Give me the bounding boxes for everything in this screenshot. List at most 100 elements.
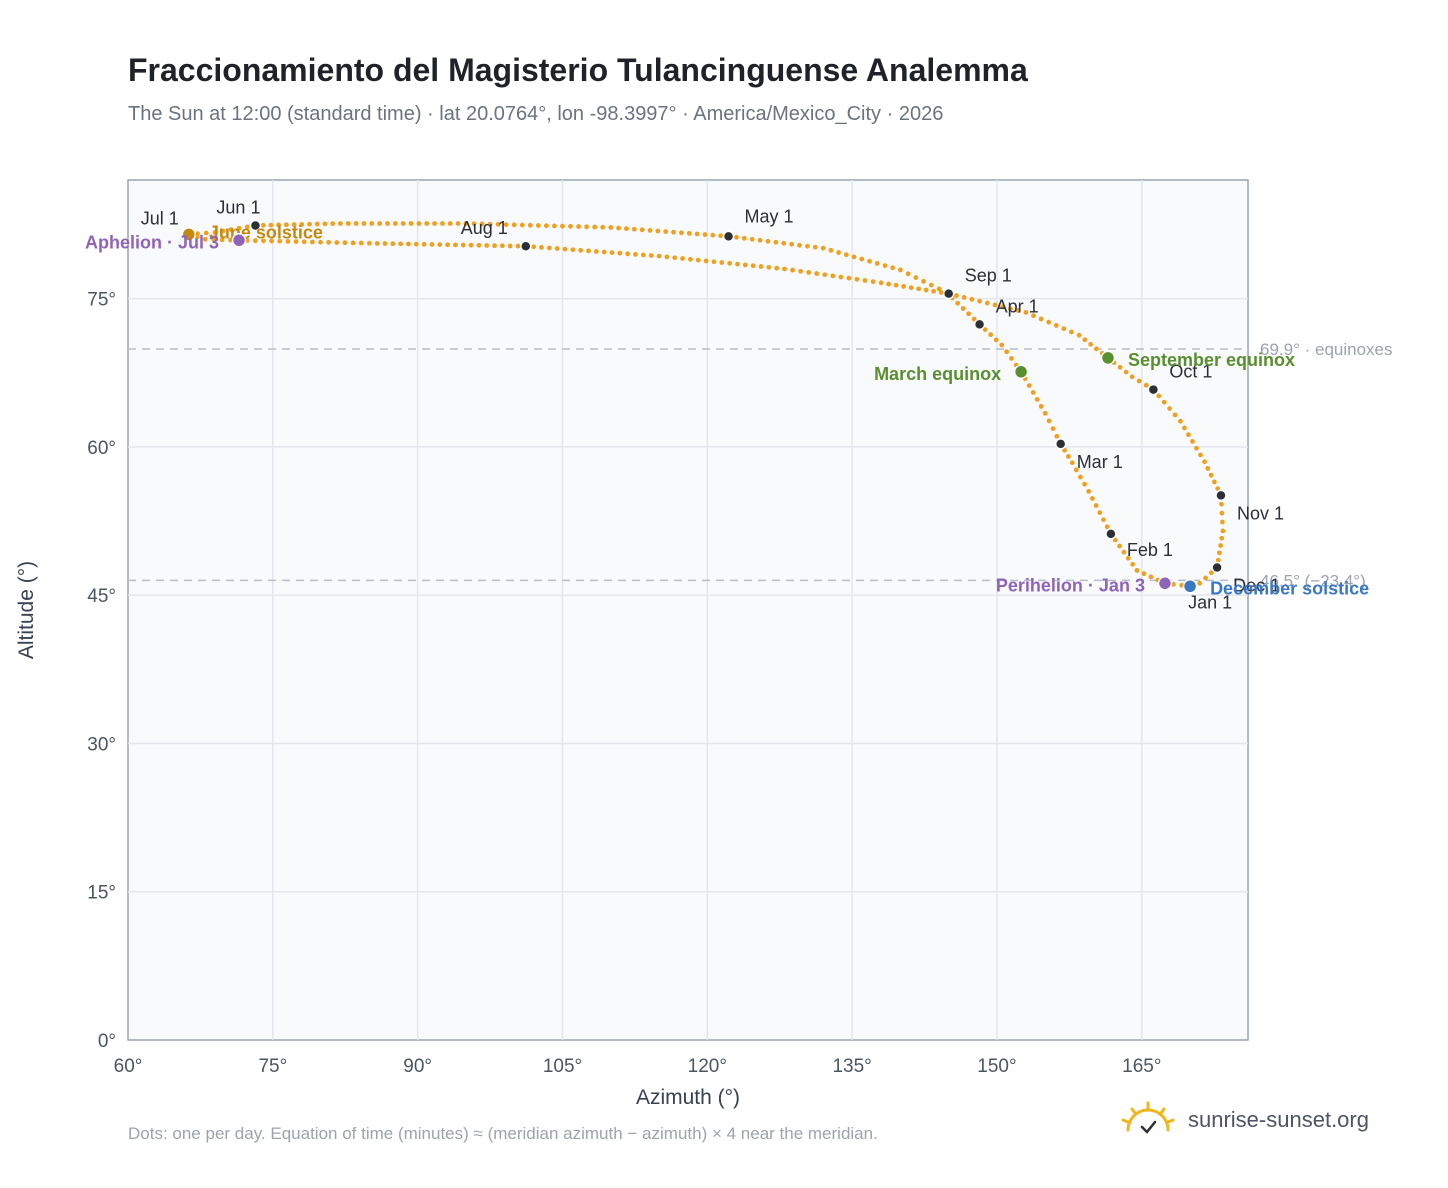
daily-sun-dot bbox=[309, 239, 315, 245]
daily-sun-dot bbox=[592, 224, 598, 230]
daily-sun-dot bbox=[453, 242, 458, 248]
daily-sun-dot bbox=[1082, 481, 1087, 487]
daily-sun-dot bbox=[318, 239, 323, 245]
daily-sun-dot bbox=[299, 221, 305, 227]
daily-sun-dot bbox=[1186, 432, 1191, 438]
chart-subtitle: The Sun at 12:00 (standard time) · lat 2… bbox=[128, 103, 944, 125]
sunrise-logo-icon bbox=[1121, 1101, 1175, 1134]
daily-sun-dot bbox=[236, 225, 242, 231]
daily-sun-dot bbox=[741, 235, 747, 241]
daily-sun-dot bbox=[993, 337, 999, 343]
daily-sun-dot bbox=[1031, 313, 1036, 319]
x-tick-label: 75° bbox=[258, 1056, 287, 1077]
daily-sun-dot bbox=[798, 268, 804, 274]
month-label: Nov 1 bbox=[1237, 503, 1284, 523]
daily-sun-dot bbox=[1094, 346, 1099, 352]
daily-sun-dot bbox=[503, 222, 509, 227]
daily-sun-dot bbox=[961, 295, 967, 300]
daily-sun-dot bbox=[1054, 433, 1060, 439]
daily-sun-dot bbox=[633, 251, 638, 257]
daily-sun-dot bbox=[1156, 393, 1162, 399]
daily-sun-dot bbox=[908, 285, 914, 291]
x-tick-label: 165° bbox=[1122, 1056, 1161, 1077]
daily-sun-dot bbox=[468, 242, 474, 248]
daily-sun-dot bbox=[655, 228, 661, 234]
daily-sun-dot bbox=[1215, 486, 1221, 492]
month-label: Sep 1 bbox=[965, 266, 1012, 286]
daily-sun-dot bbox=[479, 221, 485, 227]
daily-sun-dot bbox=[966, 311, 972, 317]
daily-sun-dot bbox=[921, 278, 926, 284]
daily-sun-dot bbox=[519, 222, 525, 228]
daily-sun-dot bbox=[382, 241, 388, 246]
daily-sun-dot bbox=[1046, 418, 1052, 424]
daily-sun-dot bbox=[484, 243, 490, 248]
daily-sun-dot bbox=[955, 300, 961, 306]
daily-sun-dot bbox=[406, 241, 411, 247]
month-marker bbox=[1215, 489, 1227, 502]
daily-sun-dot bbox=[1194, 445, 1199, 451]
x-tick-label: 120° bbox=[688, 1056, 727, 1077]
event-label: Aphelion · Jul 3 bbox=[85, 232, 219, 252]
reference-lines: 69.9° · equinoxes 46.5° (−23.4°) bbox=[128, 340, 1393, 590]
daily-sun-dot bbox=[576, 224, 581, 229]
daily-sun-dot bbox=[495, 221, 501, 227]
daily-sun-dot bbox=[546, 245, 552, 251]
daily-sun-dot bbox=[276, 222, 282, 228]
y-tick-label: 60° bbox=[87, 438, 116, 459]
daily-sun-dot bbox=[342, 240, 348, 246]
daily-sun-dot bbox=[671, 229, 676, 235]
daily-sun-dot bbox=[261, 238, 266, 244]
daily-sun-dot bbox=[938, 290, 944, 295]
daily-sun-dot bbox=[424, 221, 430, 226]
month-label: Jul 1 bbox=[141, 208, 179, 228]
daily-sun-dot bbox=[353, 221, 359, 226]
daily-sun-dot bbox=[390, 241, 396, 247]
month-marker bbox=[942, 287, 955, 300]
daily-sun-dot bbox=[416, 221, 422, 226]
month-label: Aug 1 bbox=[461, 218, 508, 238]
daily-sun-dot bbox=[1143, 382, 1149, 388]
daily-sun-dot bbox=[244, 224, 250, 230]
grid bbox=[128, 180, 1248, 1040]
daily-sun-dot bbox=[326, 239, 332, 245]
month-marker bbox=[249, 219, 262, 232]
daily-sun-dot bbox=[822, 272, 828, 278]
daily-sun-dot bbox=[851, 254, 857, 260]
daily-sun-dot bbox=[447, 221, 453, 226]
daily-sun-dot bbox=[219, 237, 225, 243]
daily-sun-dot bbox=[625, 251, 631, 257]
daily-sun-dot bbox=[1161, 399, 1167, 405]
chart-title: Fraccionamiento del Magisterio Tulancing… bbox=[128, 52, 1028, 88]
daily-sun-dot bbox=[609, 250, 615, 256]
event-label: March equinox bbox=[874, 364, 1001, 384]
daily-sun-dot bbox=[293, 239, 299, 244]
reference-line-label: 46.5° (−23.4°) bbox=[1260, 571, 1366, 590]
daily-sun-dot bbox=[1215, 557, 1221, 563]
daily-sun-dot bbox=[781, 240, 787, 246]
footnote: Dots: one per day. Equation of time (min… bbox=[128, 1124, 878, 1143]
daily-sun-dot bbox=[898, 267, 903, 273]
daily-sun-dot bbox=[928, 282, 934, 288]
daily-sun-dot bbox=[398, 241, 404, 247]
daily-sun-dot bbox=[543, 223, 549, 229]
daily-sun-dot bbox=[639, 227, 645, 233]
daily-sun-dot bbox=[988, 332, 994, 338]
daily-sun-dot bbox=[334, 240, 340, 245]
daily-sun-dot bbox=[1078, 474, 1083, 480]
daily-sun-dot bbox=[679, 230, 684, 236]
daily-sun-dot bbox=[515, 243, 521, 249]
daily-sun-dot bbox=[836, 250, 842, 255]
daily-sun-dot bbox=[260, 222, 266, 228]
markers: Jan 1 Feb 1 Mar 1 Apr 1 May 1 Jun 1 Jul 1 Aug 1… bbox=[85, 197, 1369, 612]
daily-sun-dot bbox=[1205, 466, 1211, 471]
daily-sun-dot bbox=[1167, 406, 1172, 411]
y-tick-label: 0° bbox=[98, 1031, 116, 1052]
daily-sun-dot bbox=[220, 228, 226, 234]
daily-sun-dot bbox=[931, 288, 937, 294]
daily-sun-dot bbox=[460, 242, 466, 248]
daily-sun-dot bbox=[212, 229, 218, 235]
daily-sun-dot bbox=[366, 240, 372, 246]
daily-sun-dot bbox=[1217, 550, 1222, 556]
daily-sun-dot bbox=[358, 240, 364, 246]
